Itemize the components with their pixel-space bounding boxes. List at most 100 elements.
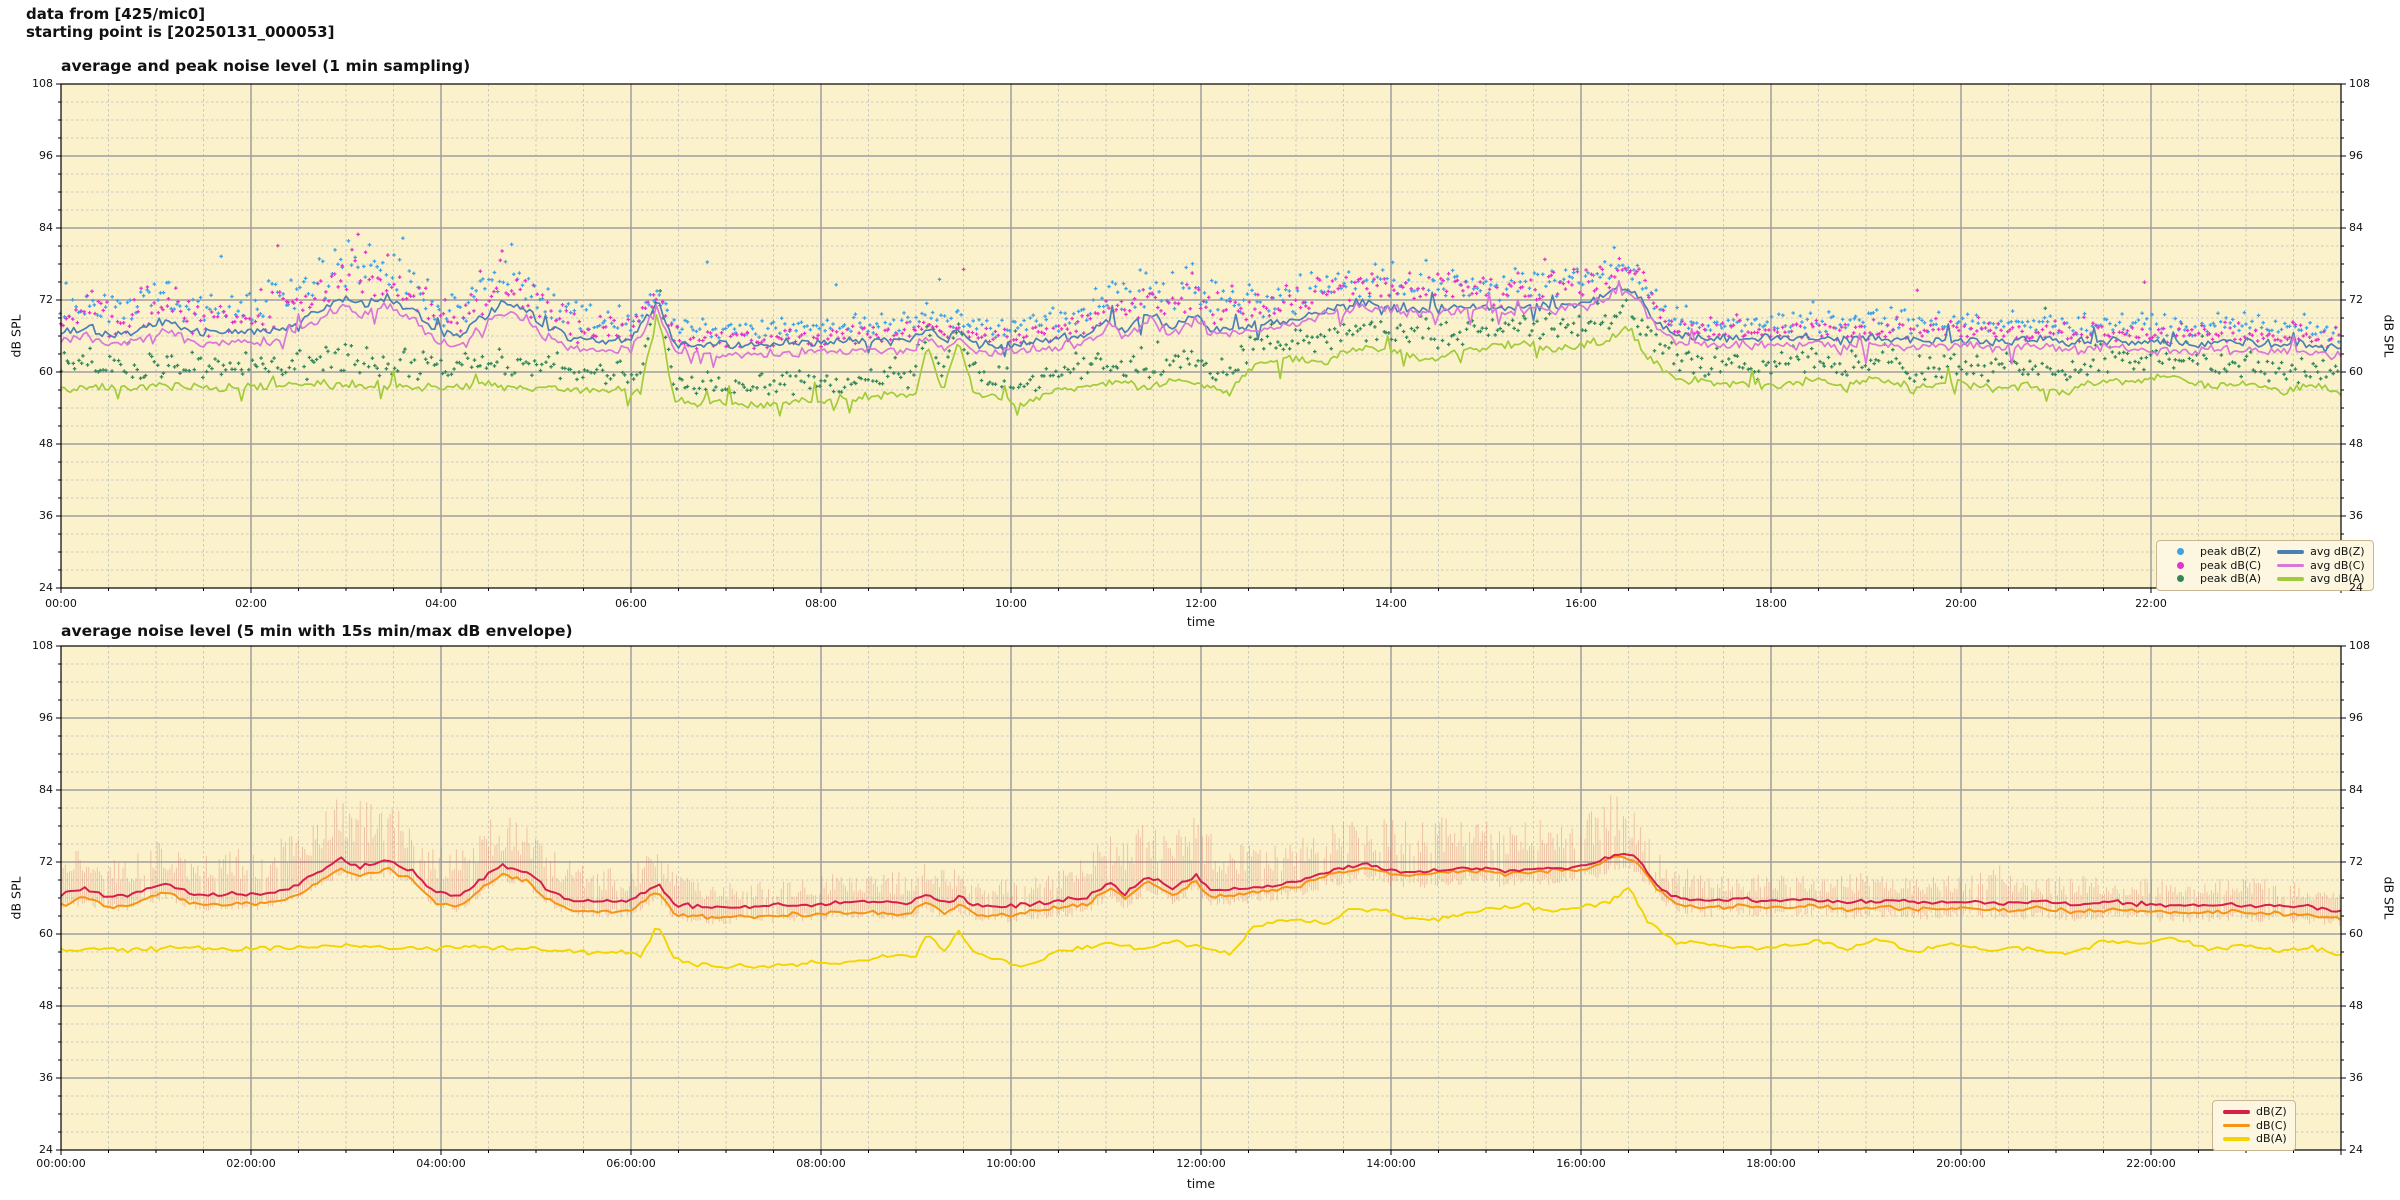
- line-avg-db-a-: [60, 314, 2342, 417]
- y-tick-label-right: 96: [2349, 149, 2363, 162]
- y-tick-label-left: 84: [39, 221, 53, 234]
- legend-label: avg dB(Z): [2310, 545, 2365, 559]
- line-db-c-: [60, 855, 2342, 921]
- chart1-title: average and peak noise level (1 min samp…: [61, 57, 471, 75]
- chart2-plot: [56, 645, 2346, 1155]
- y-tick-label-right: 24: [2349, 1143, 2363, 1156]
- x-tick-label: 14:00:00: [1366, 1157, 1416, 1170]
- line-avg-db-z-: [60, 282, 2342, 358]
- tick-marks: [56, 83, 2346, 593]
- y-tick-label-right: 60: [2349, 365, 2363, 378]
- x-tick-label: 06:00: [615, 597, 647, 610]
- chart1-plot: [56, 83, 2346, 593]
- y-tick-label-right: 84: [2349, 783, 2363, 796]
- y-tick-label-right: 36: [2349, 509, 2363, 522]
- legend-item: peak dB(Z): [2165, 545, 2261, 559]
- y-tick-label-right: 108: [2349, 77, 2370, 90]
- legend-line-marker: [2221, 1137, 2251, 1141]
- y-tick-label-left: 96: [39, 711, 53, 724]
- x-tick-label: 22:00: [2135, 597, 2167, 610]
- y-tick-label-right: 72: [2349, 293, 2363, 306]
- y-tick-label-left: 48: [39, 999, 53, 1012]
- legend-label: dB(A): [2256, 1132, 2287, 1146]
- x-tick-label: 18:00:00: [1746, 1157, 1796, 1170]
- x-tick-label: 16:00: [1565, 597, 1597, 610]
- x-tick-label: 16:00:00: [1556, 1157, 1606, 1170]
- x-tick-label: 14:00: [1375, 597, 1407, 610]
- legend-item: avg dB(C): [2275, 559, 2365, 573]
- y-tick-label-left: 96: [39, 149, 53, 162]
- y-tick-label-right: 24: [2349, 581, 2363, 594]
- y-tick-label-right: 84: [2349, 221, 2363, 234]
- x-tick-label: 08:00: [805, 597, 837, 610]
- chart2-yaxis-label-left: dB SPL: [8, 876, 24, 920]
- chart1-yaxis-label-left: dB SPL: [8, 314, 24, 358]
- x-tick-label: 06:00:00: [606, 1157, 656, 1170]
- y-tick-label-right: 36: [2349, 1071, 2363, 1084]
- x-tick-label: 12:00: [1185, 597, 1217, 610]
- legend-label: peak dB(C): [2200, 558, 2262, 572]
- y-tick-label-right: 108: [2349, 639, 2370, 652]
- y-tick-label-right: 72: [2349, 855, 2363, 868]
- legend-line-marker: [2221, 1110, 2251, 1114]
- chart2-yaxis-label-right: dB SPL: [2381, 876, 2397, 920]
- y-tick-label-left: 84: [39, 783, 53, 796]
- grid-major: [61, 646, 2341, 1150]
- chart2-legend: dB(Z) dB(C) dB(A): [2212, 1100, 2296, 1151]
- x-tick-label: 12:00:00: [1176, 1157, 1226, 1170]
- x-tick-label: 10:00: [995, 597, 1027, 610]
- legend-line-marker: [2275, 550, 2305, 554]
- legend-item: avg dB(Z): [2275, 545, 2365, 559]
- y-tick-label-left: 108: [32, 639, 53, 652]
- y-tick-label-left: 24: [39, 1143, 53, 1156]
- tick-marks: [56, 645, 2346, 1155]
- y-tick-label-left: 72: [39, 293, 53, 306]
- x-tick-label: 04:00:00: [416, 1157, 466, 1170]
- x-tick-label: 22:00:00: [2126, 1157, 2176, 1170]
- y-tick-label-right: 48: [2349, 437, 2363, 450]
- legend-label: avg dB(A): [2310, 572, 2365, 586]
- x-tick-label: 10:00:00: [986, 1157, 1036, 1170]
- legend-dot-marker: [2165, 575, 2195, 583]
- legend-label: peak dB(A): [2200, 572, 2261, 586]
- legend-item: peak dB(C): [2165, 559, 2261, 573]
- scatter-peak-db-z-: [58, 236, 2341, 344]
- y-tick-label-left: 36: [39, 509, 53, 522]
- chart1-legend: peak dB(Z) peak dB(C) peak dB(A) avg dB(Z) a…: [2156, 540, 2374, 591]
- line-db-a-: [60, 887, 2342, 970]
- legend-line-marker: [2221, 1123, 2251, 1127]
- line-db-z-: [60, 852, 2342, 913]
- y-tick-label-left: 60: [39, 927, 53, 940]
- x-tick-label: 00:00: [45, 597, 77, 610]
- chart1-yaxis-label-right: dB SPL: [2381, 314, 2397, 358]
- y-tick-label-left: 108: [32, 77, 53, 90]
- legend-item: dB(C): [2221, 1119, 2287, 1133]
- y-tick-label-right: 60: [2349, 927, 2363, 940]
- header-line-1: data from [425/mic0]: [26, 5, 206, 23]
- x-tick-label: 18:00: [1755, 597, 1787, 610]
- y-tick-label-left: 24: [39, 581, 53, 594]
- legend-item: dB(Z): [2221, 1105, 2287, 1119]
- legend-label: dB(Z): [2256, 1105, 2287, 1119]
- legend-dot-marker: [2165, 561, 2195, 569]
- legend-label: avg dB(C): [2310, 558, 2365, 572]
- chart1-xaxis-label: time: [1186, 614, 1216, 629]
- line-avg-db-c-: [60, 279, 2342, 369]
- x-tick-label: 08:00:00: [796, 1157, 846, 1170]
- legend-label: dB(C): [2256, 1118, 2287, 1132]
- y-tick-label-left: 36: [39, 1071, 53, 1084]
- x-tick-label: 04:00: [425, 597, 457, 610]
- legend-line-marker: [2275, 563, 2305, 567]
- y-tick-label-left: 48: [39, 437, 53, 450]
- x-tick-label: 20:00: [1945, 597, 1977, 610]
- legend-label: peak dB(Z): [2200, 545, 2262, 559]
- x-tick-label: 02:00: [235, 597, 267, 610]
- y-tick-label-left: 60: [39, 365, 53, 378]
- legend-dot-marker: [2165, 548, 2195, 556]
- x-tick-label: 20:00:00: [1936, 1157, 1986, 1170]
- x-tick-label: 02:00:00: [226, 1157, 276, 1170]
- y-tick-label-left: 72: [39, 855, 53, 868]
- y-tick-label-right: 96: [2349, 711, 2363, 724]
- chart2-title: average noise level (5 min with 15s min/…: [61, 622, 573, 640]
- chart2-xaxis-label: time: [1186, 1176, 1216, 1191]
